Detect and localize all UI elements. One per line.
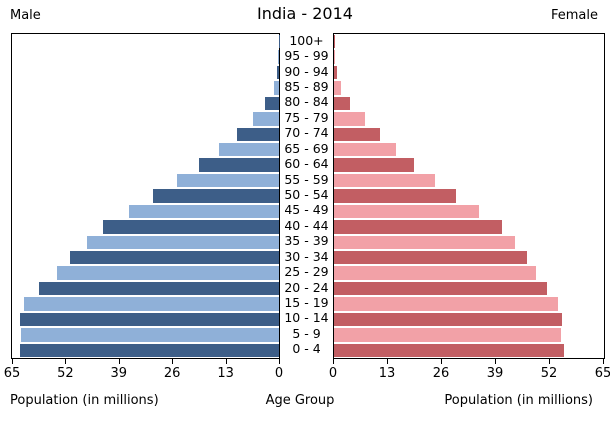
bar-female-45-49 — [334, 204, 480, 219]
female-axis-label: Population (in millions) — [444, 393, 593, 408]
tick-label-female-13: 13 — [378, 366, 396, 381]
bar-male-45-49 — [129, 204, 279, 219]
bar-female-15-19 — [334, 297, 559, 311]
bar-male-95-99 — [277, 50, 279, 64]
bar-male-30-34 — [69, 251, 279, 265]
bar-male-80-84 — [265, 96, 279, 111]
bar-male-90-94 — [276, 65, 279, 80]
tick-label-female-26: 26 — [432, 366, 450, 381]
bar-female-40-44 — [334, 220, 502, 234]
tick-label-male-13: 13 — [217, 366, 234, 381]
male-panel — [11, 33, 280, 359]
age-label-60-64: 60 - 64 — [284, 156, 329, 172]
bar-female-5-9 — [334, 328, 562, 342]
bar-male-50-54 — [152, 189, 279, 203]
tick-label-female-0: 0 — [328, 366, 338, 381]
age-group-labels: 100+ 95 - 99 90 - 94 85 - 89 80 - 84 75 - 79 7… — [280, 33, 333, 357]
age-label-20-24: 20 - 24 — [284, 279, 329, 295]
bar-male-70-74 — [237, 127, 279, 141]
bar-male-15-19 — [24, 297, 279, 311]
bar-male-60-64 — [199, 158, 279, 172]
tick-male-26 — [172, 358, 174, 364]
tick-label-male-0: 0 — [274, 366, 284, 381]
age-label-30-34: 30 - 34 — [284, 248, 329, 264]
bar-female-50-54 — [334, 189, 457, 203]
tick-female-0 — [333, 358, 334, 364]
female-panel — [333, 33, 605, 359]
female-header: Female — [550, 8, 598, 23]
bar-female-55-59 — [334, 173, 435, 188]
age-label-95-99: 95 - 99 — [284, 48, 329, 64]
tick-male-0 — [279, 358, 280, 364]
bar-female-65-69 — [334, 143, 397, 157]
age-label-70-74: 70 - 74 — [284, 125, 329, 141]
age-label-15-19: 15 - 19 — [284, 295, 329, 310]
age-label-90-94: 90 - 94 — [284, 63, 329, 79]
bar-male-40-44 — [103, 220, 279, 234]
tick-label-male-26: 26 — [163, 366, 181, 381]
tick-label-male-52: 52 — [57, 366, 74, 381]
bar-male-85-89 — [273, 81, 279, 95]
age-label-80-84: 80 - 84 — [284, 94, 329, 110]
tick-label-male-65: 65 — [3, 366, 21, 381]
tick-female-52 — [549, 358, 550, 364]
tick-female-26 — [441, 358, 442, 364]
age-label-75-79: 75 - 79 — [284, 109, 329, 125]
tick-label-female-65: 65 — [594, 366, 610, 381]
bar-male-55-59 — [176, 173, 279, 188]
bar-male-5-9 — [21, 328, 279, 342]
bar-female-0-4 — [334, 343, 564, 357]
tick-male-65 — [12, 358, 13, 364]
bar-female-90-94 — [334, 65, 337, 80]
bar-male-75-79 — [252, 112, 279, 126]
bar-male-65-69 — [218, 143, 279, 157]
chart-title: India - 2014 — [257, 4, 353, 23]
male-header: Male — [10, 8, 41, 23]
tick-label-female-39: 39 — [486, 366, 504, 381]
age-label-10-14: 10 - 14 — [284, 310, 329, 326]
bar-female-20-24 — [334, 281, 547, 296]
bar-female-60-64 — [334, 158, 415, 172]
male-axis-label: Population (in millions) — [10, 393, 159, 408]
bar-male-20-24 — [39, 281, 279, 296]
age-label-0-4: 0 - 4 — [292, 341, 321, 357]
bar-female-25-29 — [334, 266, 537, 280]
bar-female-35-39 — [334, 235, 516, 249]
bar-female-95-99 — [334, 50, 336, 64]
age-label-55-59: 55 - 59 — [284, 171, 329, 187]
age-label-25-29: 25 - 29 — [284, 264, 329, 280]
bar-male-10-14 — [19, 312, 279, 327]
age-group-axis-label: Age Group — [265, 393, 335, 408]
tick-female-65 — [603, 358, 604, 364]
tick-female-39 — [495, 358, 496, 364]
age-label-45-49: 45 - 49 — [284, 202, 329, 218]
age-label-85-89: 85 - 89 — [284, 79, 329, 94]
tick-female-13 — [387, 358, 388, 364]
age-label-40-44: 40 - 44 — [284, 217, 329, 233]
age-label-100+: 100+ — [289, 32, 324, 48]
bar-male-25-29 — [56, 266, 279, 280]
bar-female-80-84 — [334, 96, 350, 111]
bar-female-30-34 — [334, 251, 528, 265]
tick-male-39 — [118, 358, 120, 364]
age-label-50-54: 50 - 54 — [284, 187, 329, 202]
tick-label-female-52: 52 — [540, 366, 558, 381]
tick-male-52 — [65, 358, 67, 364]
bar-female-10-14 — [334, 312, 563, 327]
tick-male-13 — [225, 358, 227, 364]
age-label-5-9: 5 - 9 — [292, 325, 321, 341]
bar-female-75-79 — [334, 112, 365, 126]
age-label-35-39: 35 - 39 — [284, 233, 329, 249]
bar-female-85-89 — [334, 81, 341, 95]
tick-label-male-39: 39 — [110, 366, 128, 381]
bar-female-70-74 — [334, 127, 380, 141]
bar-male-0-4 — [19, 343, 279, 357]
age-label-65-69: 65 - 69 — [284, 140, 329, 156]
bar-male-35-39 — [87, 235, 279, 249]
